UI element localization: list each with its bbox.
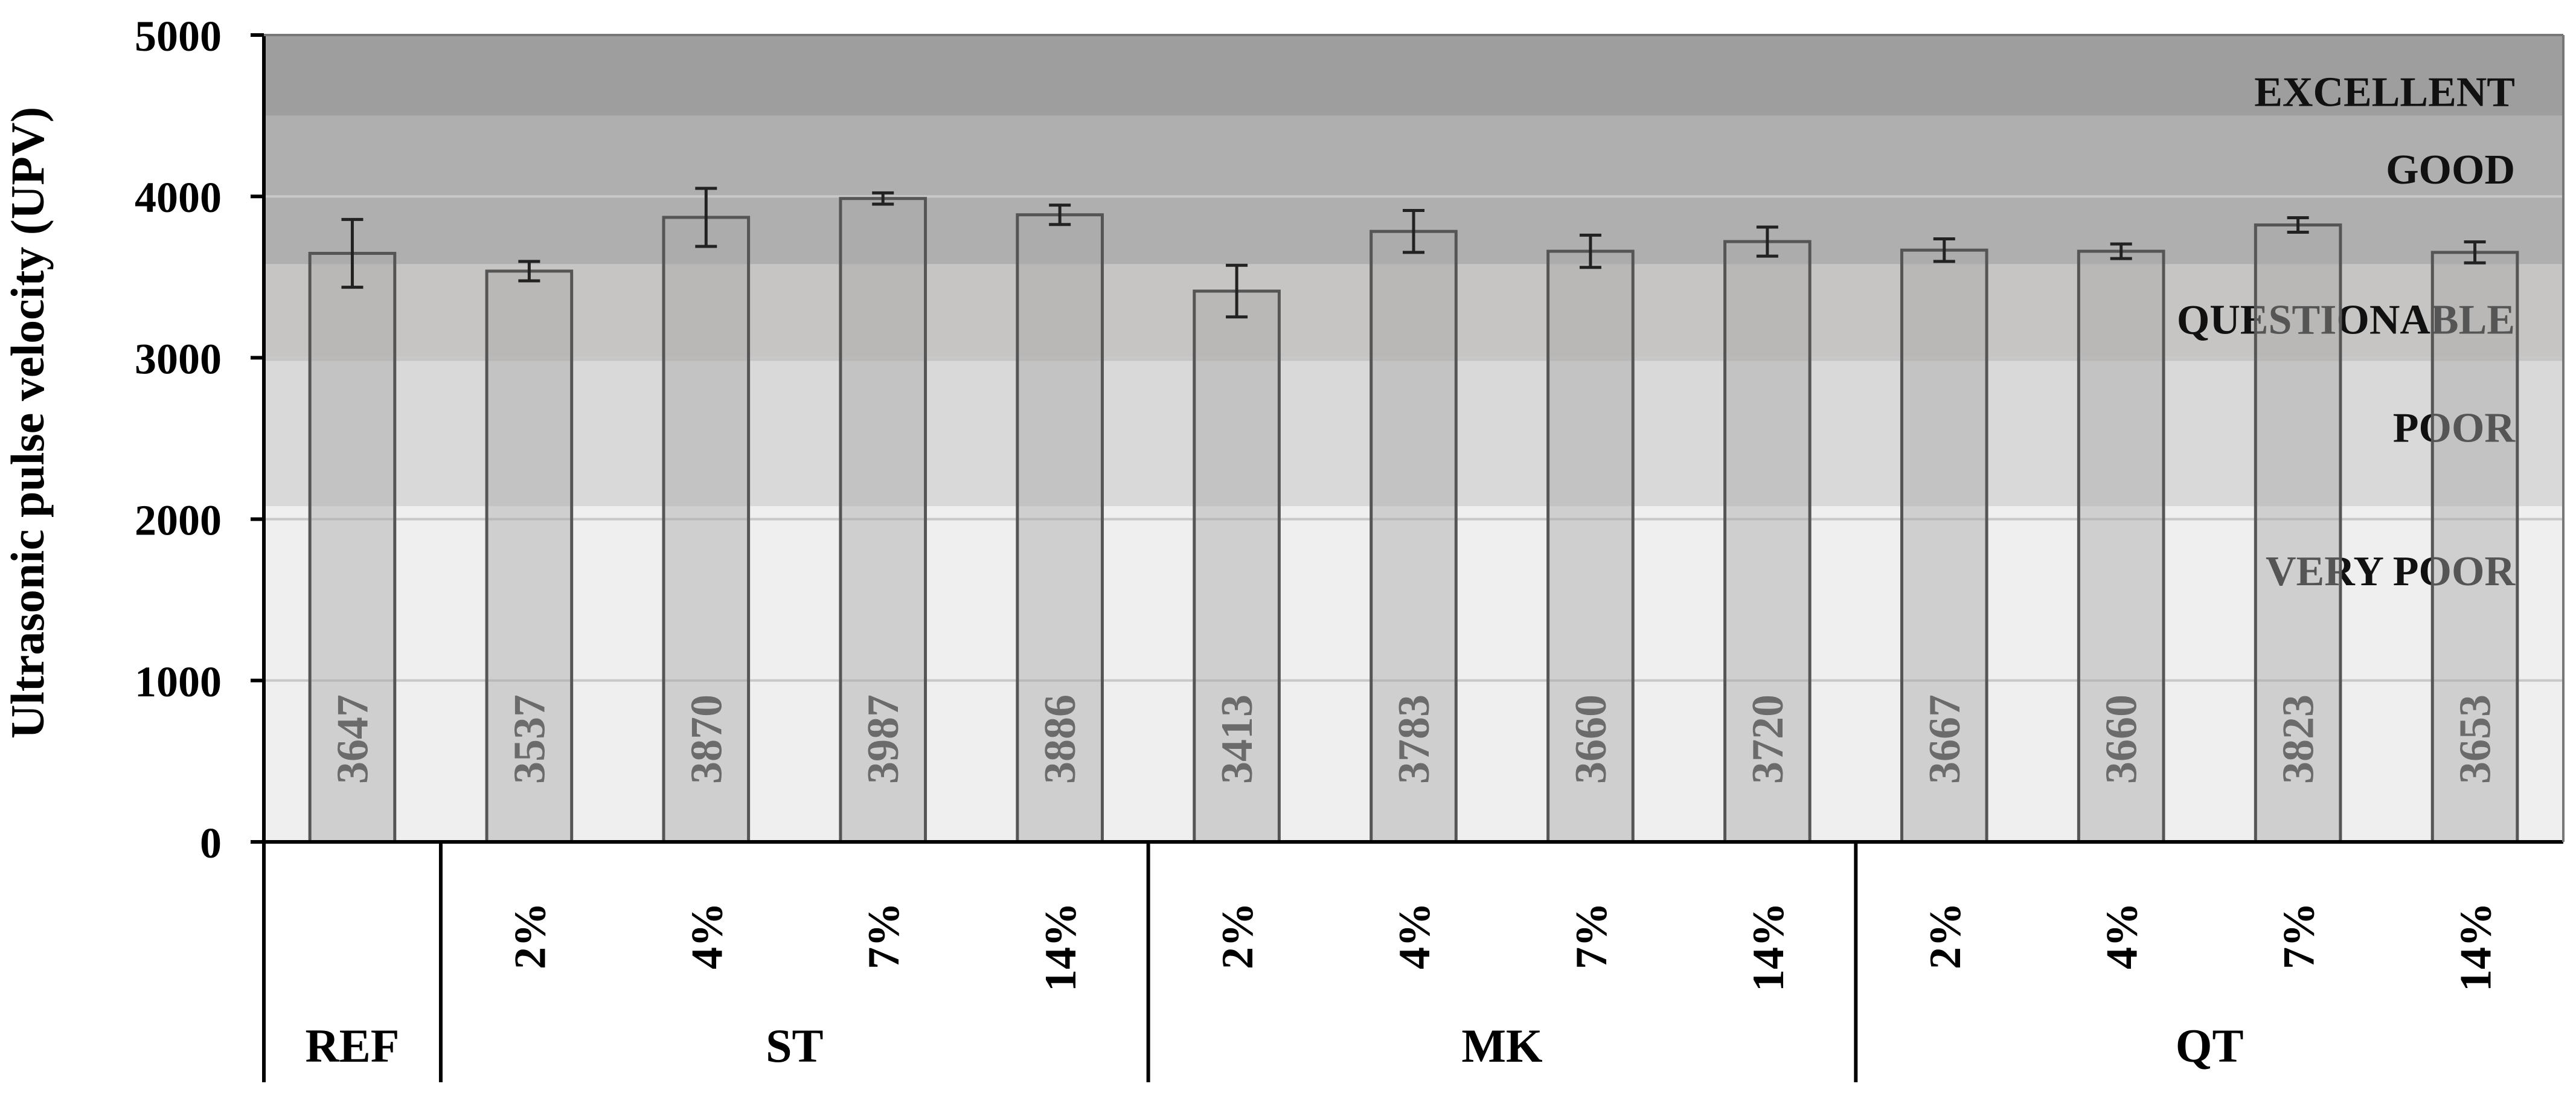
- x-tick-label: 14%: [1744, 902, 1793, 992]
- bar: [1193, 289, 1281, 844]
- bar: [1016, 213, 1104, 844]
- data-label: 3870: [682, 695, 731, 784]
- data-label: 3987: [859, 695, 908, 784]
- band-label: POOR: [2393, 405, 2516, 451]
- band-label: EXCELLENT: [2254, 69, 2515, 116]
- y-tick-label: 1000: [135, 658, 222, 706]
- data-label: 3653: [2451, 695, 2501, 784]
- bars: 3647 3537 3870 3987 3886 3413 3783 3660 3720 3667…: [308, 187, 2519, 844]
- x-tick-label: 7%: [1567, 902, 1616, 969]
- y-tick-label: 5000: [135, 12, 222, 60]
- data-label: 3720: [1743, 695, 1793, 784]
- band-label: VERY POOR: [2266, 548, 2516, 595]
- x-tick-label: 7%: [2275, 902, 2324, 969]
- x-tick-label: 2%: [1213, 902, 1263, 969]
- data-label: 3667: [1920, 695, 1970, 784]
- group-label: REF: [305, 1019, 399, 1072]
- group-label: QT: [2176, 1019, 2244, 1072]
- x-tick-label: 7%: [859, 902, 909, 969]
- y-tick-label: 4000: [135, 173, 222, 222]
- band-label: GOOD: [2386, 147, 2515, 193]
- data-label: 3823: [2274, 695, 2324, 784]
- data-label: 3660: [1566, 695, 1616, 784]
- bar: [1723, 240, 1812, 844]
- x-tick-label: 14%: [1036, 902, 1086, 992]
- y-tick-label: 0: [200, 819, 222, 867]
- data-label: 3537: [505, 695, 554, 784]
- data-label: 3660: [2097, 695, 2147, 784]
- data-label: 3886: [1036, 695, 1085, 784]
- group-label: MK: [1461, 1019, 1543, 1072]
- bar: [485, 269, 574, 844]
- data-label: 3413: [1213, 695, 1262, 784]
- axes: 0 1000 2000 3000 4000 5000 2% 4% 7% 14% 2% 4% 7% 14% 2…: [135, 12, 2565, 1082]
- x-tick-label: 14%: [2452, 902, 2501, 992]
- band-label: QUESTIONABLE: [2177, 297, 2515, 343]
- y-axis-title: Ultrasonic pulse velocity (UPV): [1, 107, 54, 739]
- bar: [1546, 249, 1635, 844]
- band-questionable: [264, 264, 2563, 361]
- data-label: 3783: [1389, 695, 1439, 784]
- x-tick-label: 4%: [2098, 902, 2147, 969]
- x-tick-label: 4%: [1390, 902, 1440, 969]
- y-tick-label: 2000: [135, 496, 222, 545]
- quality-bands: VERY POOR POOR QUESTIONABLE GOOD EXCELLENT: [264, 35, 2563, 842]
- band-very-poor: [264, 506, 2563, 842]
- x-tick-label: 2%: [505, 902, 555, 969]
- band-poor: [264, 361, 2563, 507]
- x-tick-label: 4%: [682, 902, 732, 969]
- band-excellent: [264, 35, 2563, 116]
- x-tick-label: 2%: [1921, 902, 1970, 969]
- bar: [1370, 229, 1458, 844]
- bar: [1900, 248, 1988, 844]
- group-label: ST: [766, 1019, 823, 1072]
- data-label: 3647: [328, 695, 377, 784]
- y-tick-label: 3000: [135, 335, 222, 383]
